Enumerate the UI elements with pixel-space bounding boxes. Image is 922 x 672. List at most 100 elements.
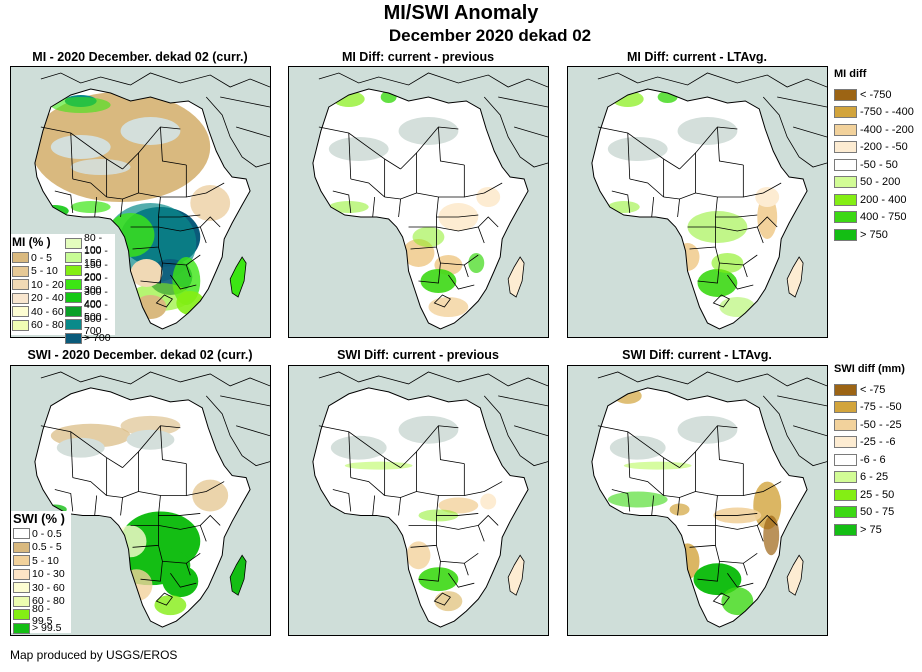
legend-swatch <box>834 471 857 484</box>
country-border <box>742 264 748 278</box>
country-border <box>416 165 465 198</box>
raster-region <box>50 135 111 159</box>
legend-swatch <box>13 528 30 540</box>
country-border <box>138 425 181 452</box>
country-border <box>318 425 401 468</box>
legend-swatch <box>65 305 82 317</box>
legend-swatch <box>13 595 30 607</box>
raster-region <box>669 503 690 516</box>
country-border <box>122 450 139 492</box>
legend-item: 60 - 80 <box>13 595 71 609</box>
country-border <box>350 477 385 496</box>
raster-region <box>613 387 642 404</box>
country-border <box>185 264 191 278</box>
map-svg <box>34 371 270 628</box>
country-border <box>416 425 459 452</box>
country-border <box>435 196 479 218</box>
country-border <box>120 497 123 516</box>
raster-region <box>70 201 111 213</box>
madagascar <box>786 554 804 596</box>
country-border <box>464 481 503 496</box>
country-border <box>416 463 465 496</box>
country-border <box>677 497 680 516</box>
country-border <box>384 192 417 200</box>
country-border <box>410 515 437 548</box>
madagascar <box>507 554 525 596</box>
country-border <box>677 198 680 218</box>
legend-item: 80 - 100 <box>65 232 115 256</box>
country-border <box>160 425 187 465</box>
country-border <box>717 126 744 166</box>
legend-item: 0 - 0.5 <box>13 527 71 541</box>
raster-layer <box>312 91 521 317</box>
country-border <box>157 495 201 516</box>
eurasia-coastline <box>318 371 548 467</box>
legend-item: -75 - -50 <box>834 399 905 417</box>
map-credit: Map produced by USGS/EROS <box>10 648 178 662</box>
country-border <box>155 592 173 606</box>
raster-region <box>192 479 229 512</box>
legend-swatch <box>13 541 30 553</box>
legend-label: -6 - 6 <box>860 453 886 466</box>
legend-swatch <box>834 401 857 414</box>
legend-label: -75 - -50 <box>860 401 902 414</box>
country-border <box>72 178 107 198</box>
country-border <box>72 477 107 496</box>
legend-swatch <box>834 453 857 466</box>
country-border <box>727 572 754 588</box>
legend-swatch <box>65 319 82 331</box>
country-border <box>715 545 758 564</box>
country-border <box>695 463 744 496</box>
legend-swatch <box>65 278 82 290</box>
country-border <box>186 182 225 198</box>
legend-item: 50 - 200 <box>834 174 914 192</box>
legend-swatch <box>834 383 857 396</box>
legend-label: > 750 <box>860 228 888 241</box>
legend-item: 10 - 30 <box>13 568 71 582</box>
country-border <box>697 561 720 582</box>
legend-label: > 700 <box>84 332 111 345</box>
legend-label: 50 - 75 <box>860 506 895 519</box>
country-border <box>348 431 352 478</box>
legend-item: 200 - 300 <box>65 272 115 296</box>
legend-title: SWI (% ) <box>13 511 65 526</box>
country-border <box>398 497 401 516</box>
country-border <box>408 226 485 244</box>
legend-item: 100 - 150 <box>65 245 115 269</box>
raster-region <box>607 201 640 213</box>
legend-item: -750 - -400 <box>834 104 914 122</box>
country-border <box>138 463 187 496</box>
country-border <box>712 294 730 308</box>
country-border <box>697 262 720 284</box>
legend-label: 80 - 99.5 <box>32 602 53 627</box>
eurasia-coastline <box>40 371 270 467</box>
legend-label: < -750 <box>860 88 892 101</box>
legend-item: -50 - -25 <box>834 416 905 434</box>
map-mi-diff-prev <box>288 66 549 338</box>
raster-region <box>56 437 105 458</box>
raster-region <box>398 415 459 444</box>
country-border <box>712 592 730 606</box>
subtitle: December 2020 dekad 02 <box>388 26 592 45</box>
country-border <box>400 152 417 193</box>
country-border <box>418 561 441 582</box>
legend-swatch <box>12 252 29 264</box>
legend-swatch <box>834 193 857 206</box>
country-border <box>160 126 187 166</box>
legend-label: 60 - 80 <box>32 595 65 608</box>
legend-item: 150 - 200 <box>65 259 115 283</box>
panel-title-mi-diff-prev: MI Diff: current - previous <box>341 50 495 64</box>
country-border <box>464 182 503 198</box>
legend-mi-diff: MI diff < -750 -750 - -400 -400 - -200 -200… <box>834 68 914 244</box>
country-border <box>438 425 465 465</box>
country-border <box>597 126 680 170</box>
legend-item: -6 - 6 <box>834 451 905 469</box>
legend-swatch <box>834 506 857 519</box>
country-border <box>463 264 469 278</box>
country-border <box>185 563 191 576</box>
country-border <box>186 481 225 496</box>
map-mi-diff-lta <box>567 66 828 338</box>
raster-region <box>412 227 445 247</box>
legend-swatch <box>13 555 30 567</box>
raster-region <box>130 259 163 287</box>
